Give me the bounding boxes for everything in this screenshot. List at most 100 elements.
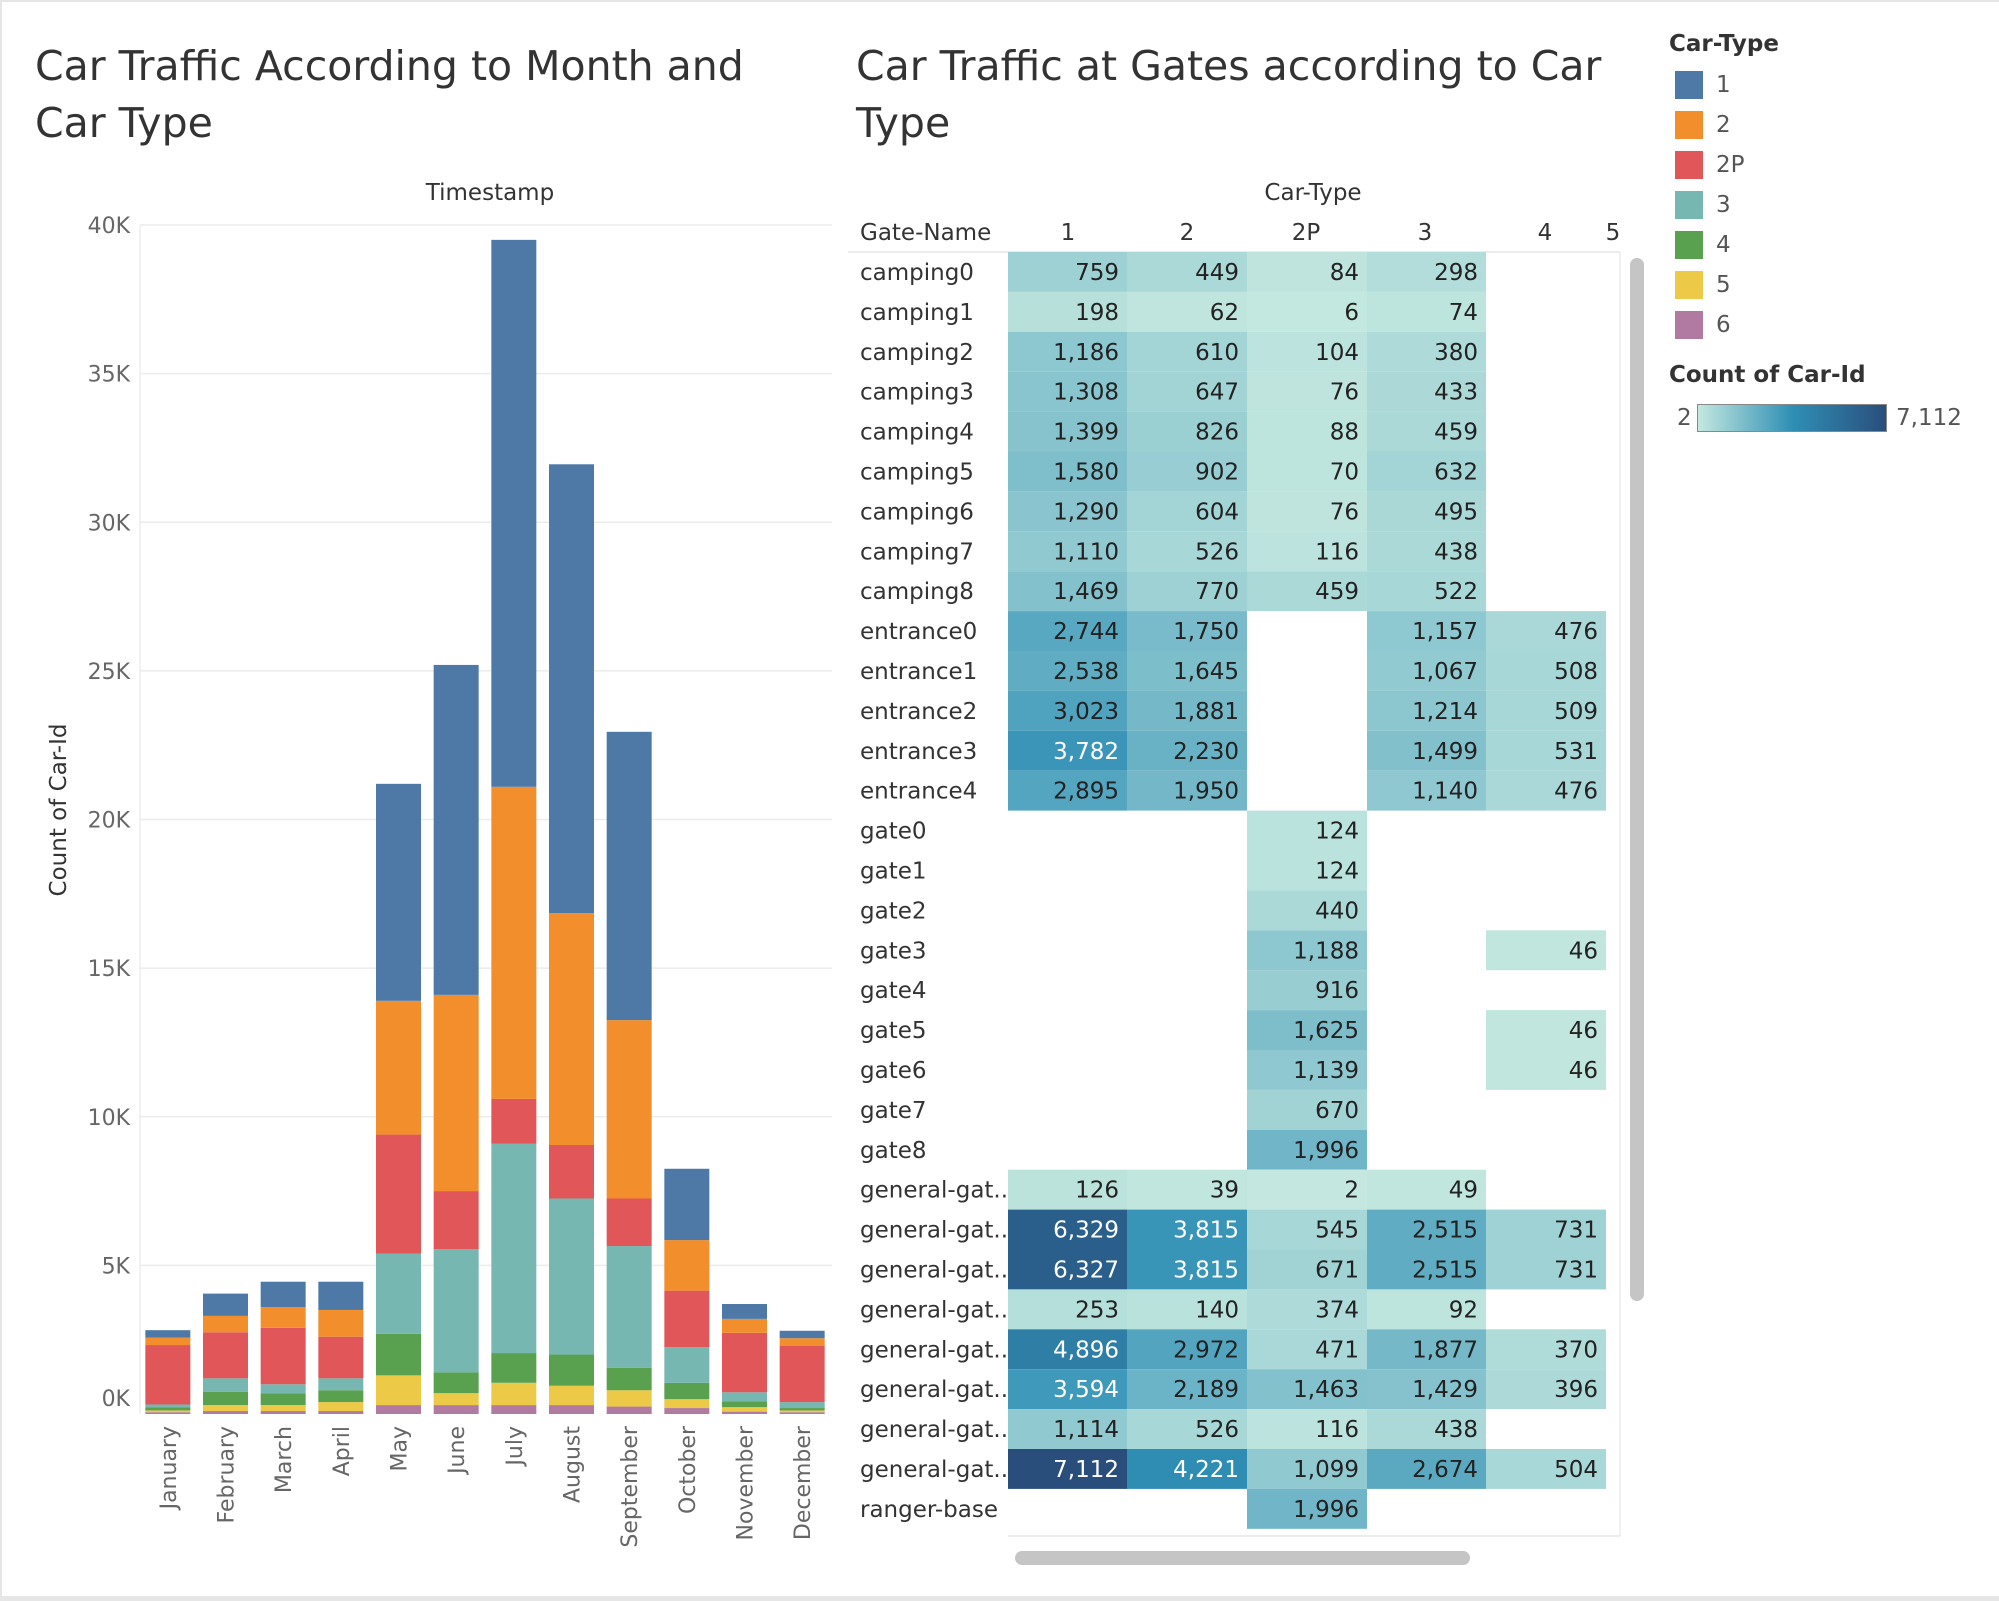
heatmap-cell-value: 670 [1315,1098,1359,1124]
heatmap-cell [1367,371,1486,412]
heatmap-cell [1127,331,1247,372]
legend-label: 5 [1716,272,1731,298]
heatmap-cell-value: 74 [1449,300,1478,326]
heatmap-cell-value: 3,782 [1053,739,1119,765]
heatmap-cell [1008,451,1127,492]
bar-segment-july-type-2p [491,1098,537,1144]
legend-label: 2 [1716,112,1731,138]
stacked-bar-chart: 0K 5K 10K 15K 20K 25K 30K 35K 40K Timestamp Count … [46,180,832,1548]
y-tick-label: 0K [102,1387,131,1412]
heatmap-cell [1008,491,1127,532]
row-label-entrance3: entrance3 [860,739,977,765]
y-tick-label: 15K [88,957,131,982]
heatmap-cell-value: 2,895 [1053,779,1119,805]
heatmap-cell [1247,1289,1367,1330]
bar-segment-november-type-3 [722,1392,767,1402]
heatmap-cell [1486,611,1606,651]
heatmap-cell-value: 140 [1195,1297,1239,1323]
row-label-camping4: camping4 [860,420,974,446]
heatmap-cell-value: 124 [1315,859,1359,885]
bar-segment-november-type-1 [722,1304,767,1319]
frame-top [0,0,1999,2]
heatmap-cell-value: 92 [1449,1297,1478,1323]
heatmap-cell [1127,451,1247,492]
bar-segment-january-type-6 [145,1412,191,1414]
heatmap-cell-value: 526 [1195,539,1239,565]
heatmap-cell [1367,531,1486,572]
bar-segment-august-type-5 [549,1385,594,1406]
bar-segment-july-type-5 [491,1382,537,1406]
heatmap-cell [1367,411,1486,452]
heatmap-cell-value: 1,877 [1412,1337,1478,1363]
heatmap-cell [1008,1449,1127,1489]
bar-segment-april-type-2p [318,1336,364,1379]
heatmap-horizontal-scroll-thumb[interactable] [1015,1551,1470,1565]
heatmap-cell-value: 116 [1315,539,1359,565]
heatmap-cell-value: 84 [1330,260,1359,286]
heatmap-cell [1367,730,1486,771]
heatmap-cell-value: 62 [1210,300,1239,326]
heatmap-cell [1486,770,1606,811]
heatmap-cell [1247,371,1367,412]
heatmap-cell-value: 438 [1434,539,1478,565]
heatmap-cell-value: 1,114 [1053,1417,1119,1443]
heatmap-cell-value: 671 [1315,1258,1359,1284]
heatmap-cell-value: 126 [1075,1178,1119,1204]
heatmap-cell [1008,1369,1127,1410]
row-label-general-gat: general-gat.. [860,1178,1008,1204]
bar-segment-june-type-2 [433,994,479,1192]
bar-segment-april-type-3 [318,1378,364,1391]
heatmap-cell-value: 433 [1434,380,1478,406]
heatmap-cell-value: 522 [1434,579,1478,605]
heatmap-cell [1247,451,1367,492]
frame-bottom [0,1596,1999,1601]
bar-segment-december-type-3 [779,1402,825,1409]
heatmap-cell-value: 545 [1315,1218,1359,1244]
heatmap-cell [1008,651,1127,691]
heatmap-cell-value: 124 [1315,819,1359,845]
heatmap-cell [1247,291,1367,332]
row-label-gate2: gate2 [860,898,927,924]
bar-segment-december-type-5 [779,1410,825,1413]
bar-segment-july-type-3 [491,1143,537,1354]
heatmap-cell [1127,1449,1247,1489]
heatmap-cell-value: 1,996 [1293,1497,1359,1523]
heatmap-vertical-scroll-thumb[interactable] [1630,258,1644,1301]
heatmap-cell [1247,1089,1367,1130]
heatmap-cell-value: 459 [1434,420,1478,446]
bar-segment-february-type-5 [203,1405,248,1412]
row-label-gate0: gate0 [860,819,927,845]
heatmap-cell [1486,1369,1606,1410]
heatmap-cell-value: 731 [1554,1218,1598,1244]
heatmap-cell [1008,1289,1127,1330]
heatmap-cell [1367,770,1486,811]
y-tick-label: 35K [88,363,131,388]
column-header-1: 1 [1061,220,1076,246]
heatmap-cell [1127,411,1247,452]
heatmap-cell-value: 1,188 [1293,938,1359,964]
heatmap-cell-value: 3,815 [1173,1258,1239,1284]
row-label-gate3: gate3 [860,938,927,964]
heatmap-cell-value: 610 [1195,340,1239,366]
heatmap-cell [1247,1369,1367,1410]
gradient-legend-title: Count of Car-Id [1669,362,1866,388]
heatmap-cell-value: 7,112 [1053,1457,1119,1483]
bar-segment-january-type-4 [145,1407,191,1411]
heatmap-cell-value: 1,499 [1412,739,1478,765]
legend-title: Car-Type [1669,31,1779,57]
bar-segment-september-type-3 [606,1246,652,1368]
bar-segment-october-type-4 [664,1382,710,1400]
bar-segment-november-type-2p [722,1332,767,1393]
heatmap-cell-value: 604 [1195,499,1239,525]
row-label-camping8: camping8 [860,579,974,605]
heatmap-cell [1127,611,1247,651]
heatmap-cell-value: 526 [1195,1417,1239,1443]
row-label-entrance4: entrance4 [860,779,977,805]
legend-swatch [1675,71,1703,99]
heatmap-cell-value: 2,515 [1412,1218,1478,1244]
heatmap-cell-value: 1,157 [1412,619,1478,645]
heatmap-cell-value: 1,214 [1412,699,1478,725]
bar-segment-april-type-6 [318,1411,364,1414]
bar-segment-may-type-2 [376,1000,421,1135]
heatmap-cell [1247,970,1367,1011]
